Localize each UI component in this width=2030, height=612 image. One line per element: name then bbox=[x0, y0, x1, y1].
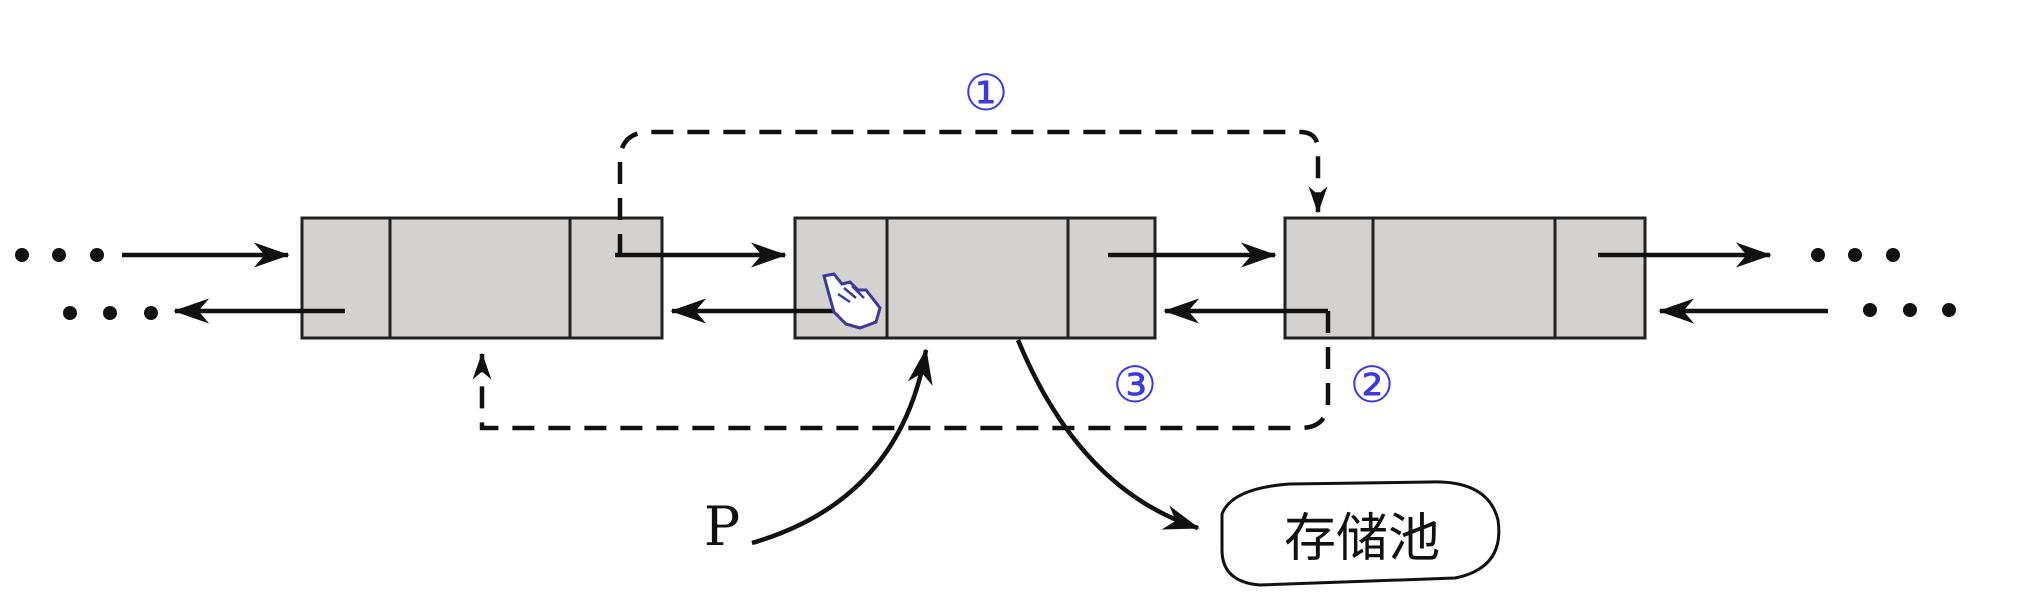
deleted-node-p bbox=[793, 216, 1157, 340]
pointer-label: P bbox=[704, 495, 740, 558]
pointing-hand-cursor-icon bbox=[822, 272, 882, 330]
pointer-p-arrow bbox=[751, 348, 933, 546]
left-ellipsis-lower bbox=[63, 306, 158, 320]
right-ellipsis-lower bbox=[1863, 303, 1956, 317]
successor-node bbox=[1283, 216, 1647, 340]
storage-pool-label: 存储池 bbox=[1284, 509, 1440, 569]
predecessor-node bbox=[300, 216, 664, 340]
step2-label: ② bbox=[1350, 356, 1395, 414]
step2-dashed-arrow bbox=[472, 311, 1331, 431]
step1-label: ① bbox=[964, 64, 1009, 122]
free-to-pool-arrow bbox=[1015, 339, 1200, 531]
step3-label: ③ bbox=[1113, 356, 1158, 414]
storage-pool-shape bbox=[1220, 480, 1501, 587]
right-ellipsis-upper bbox=[1811, 248, 1900, 262]
left-ellipsis-upper bbox=[15, 248, 104, 262]
